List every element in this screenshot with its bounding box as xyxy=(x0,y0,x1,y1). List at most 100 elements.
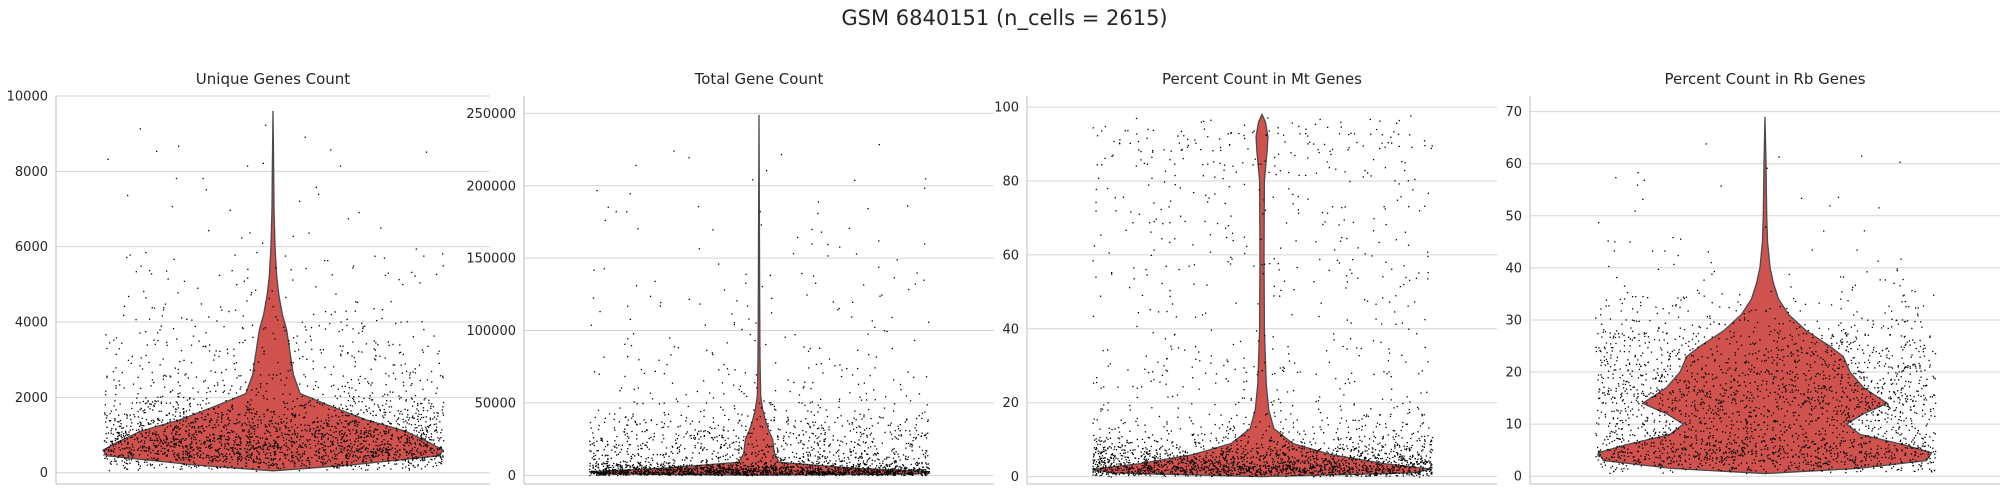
data-point xyxy=(204,415,207,418)
data-point xyxy=(756,474,758,476)
data-point xyxy=(908,473,910,475)
data-point xyxy=(291,364,293,366)
data-point xyxy=(296,436,298,438)
data-point xyxy=(737,413,739,415)
data-point xyxy=(281,422,283,424)
data-point xyxy=(717,474,719,476)
data-point xyxy=(628,444,630,446)
data-point xyxy=(208,230,210,232)
data-point xyxy=(217,438,219,440)
data-point xyxy=(611,449,613,451)
data-point xyxy=(259,437,262,439)
data-point xyxy=(349,453,351,455)
data-point xyxy=(850,468,853,470)
data-point xyxy=(878,466,880,469)
data-point xyxy=(791,451,794,453)
data-point xyxy=(216,455,218,458)
data-point xyxy=(219,306,222,308)
data-point xyxy=(341,445,344,448)
data-point xyxy=(264,441,266,443)
data-point xyxy=(250,436,252,438)
data-point xyxy=(412,415,414,417)
data-point xyxy=(694,468,696,470)
data-point xyxy=(712,229,714,231)
data-point xyxy=(864,462,866,465)
data-point xyxy=(205,446,207,448)
data-point xyxy=(106,415,108,417)
data-point xyxy=(625,474,627,476)
data-point xyxy=(307,424,309,426)
data-point xyxy=(323,458,325,460)
data-point xyxy=(272,332,274,335)
data-point xyxy=(616,469,618,472)
data-point xyxy=(721,436,723,438)
data-point xyxy=(276,466,278,468)
data-point xyxy=(191,442,193,444)
data-point xyxy=(871,473,873,475)
data-point xyxy=(922,466,924,469)
data-point xyxy=(305,443,307,446)
data-point xyxy=(237,456,239,459)
data-point xyxy=(171,389,174,391)
data-point xyxy=(881,474,883,476)
data-point xyxy=(203,381,205,383)
data-point xyxy=(291,413,293,415)
data-point xyxy=(837,439,839,441)
data-point xyxy=(296,426,299,429)
data-point xyxy=(606,467,608,469)
data-point xyxy=(754,382,756,384)
data-point xyxy=(881,294,883,296)
data-point xyxy=(663,456,665,458)
data-point xyxy=(739,419,741,421)
data-point xyxy=(443,440,445,442)
data-point xyxy=(117,432,119,435)
data-point xyxy=(723,289,726,291)
data-point xyxy=(236,284,238,286)
data-point xyxy=(435,464,438,467)
data-point xyxy=(844,468,846,470)
data-point xyxy=(889,465,891,467)
data-point xyxy=(898,466,900,468)
data-point xyxy=(193,398,195,400)
data-point xyxy=(700,468,703,471)
data-point xyxy=(871,459,873,461)
data-point xyxy=(789,390,791,393)
data-point xyxy=(387,341,389,343)
data-point xyxy=(812,468,814,470)
data-point xyxy=(685,394,687,396)
data-point xyxy=(338,330,340,333)
data-point xyxy=(286,377,288,379)
data-point xyxy=(397,418,399,420)
data-point xyxy=(885,468,887,470)
data-point xyxy=(824,438,827,440)
data-point xyxy=(393,415,396,417)
data-point xyxy=(831,473,834,475)
data-point xyxy=(164,441,166,443)
data-point xyxy=(339,430,341,433)
data-point xyxy=(346,450,348,452)
data-point xyxy=(853,474,855,476)
data-point xyxy=(668,455,670,457)
data-point xyxy=(225,458,227,460)
data-point xyxy=(136,397,138,399)
data-point xyxy=(838,455,840,457)
data-point xyxy=(663,437,665,440)
data-point xyxy=(195,431,197,434)
data-point xyxy=(201,407,203,409)
data-point xyxy=(273,447,275,449)
data-point xyxy=(690,472,692,474)
data-point xyxy=(439,456,442,458)
data-point xyxy=(724,414,726,416)
data-point xyxy=(865,392,867,395)
data-point xyxy=(772,474,774,476)
data-point xyxy=(184,439,186,441)
data-point xyxy=(153,307,156,309)
data-point xyxy=(768,466,770,469)
data-point xyxy=(363,418,365,420)
data-point xyxy=(823,474,825,477)
data-point xyxy=(839,460,841,462)
data-point xyxy=(773,416,775,419)
data-point xyxy=(672,446,674,448)
data-point xyxy=(925,471,927,474)
data-point xyxy=(105,421,107,423)
